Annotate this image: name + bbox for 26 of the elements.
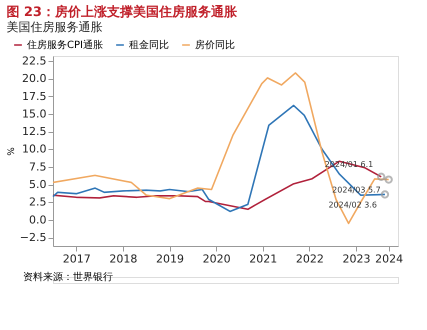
y-tick-label: 17.5 xyxy=(22,90,46,103)
x-tick-label: 2019 xyxy=(156,252,184,266)
x-tick-label: 2021 xyxy=(249,252,278,266)
y-tick-label: 7.5 xyxy=(29,160,46,174)
y-tick-label: 12.5 xyxy=(22,125,46,138)
y-tick-label: 5.0 xyxy=(29,178,46,192)
y-tick-label: 10.0 xyxy=(22,142,46,156)
legend-label: 房价同比 xyxy=(195,39,235,51)
text: 资料来源：世界银行 xyxy=(23,271,113,283)
y-tick-label: 2.5 xyxy=(29,196,46,209)
y-axis-title: % xyxy=(6,146,17,156)
x-tick-label: 2023 xyxy=(342,252,371,266)
chart-title: 图 23：房价上涨支撑美国住房服务通胀 xyxy=(6,4,238,20)
x-tick-label: 2017 xyxy=(62,252,91,266)
y-tick-label: 20.0 xyxy=(22,72,46,86)
x-tick-label: 2018 xyxy=(109,252,138,266)
legend-label: 租金同比 xyxy=(129,39,169,51)
x-tick-label: 2024 xyxy=(375,252,404,266)
y-tick-label: 22.5 xyxy=(22,54,46,68)
y-tick-label: 0.0 xyxy=(29,213,46,226)
legend-label: 住房服务CPI通胀 xyxy=(27,39,103,51)
y-tick-label: −2.5 xyxy=(20,231,46,244)
y-tick-label: 15.0 xyxy=(22,107,46,120)
chart-subtitle: 美国住房服务通胀 xyxy=(6,20,102,34)
x-tick-label: 2022 xyxy=(296,252,324,266)
x-tick-label: 2020 xyxy=(202,252,231,266)
